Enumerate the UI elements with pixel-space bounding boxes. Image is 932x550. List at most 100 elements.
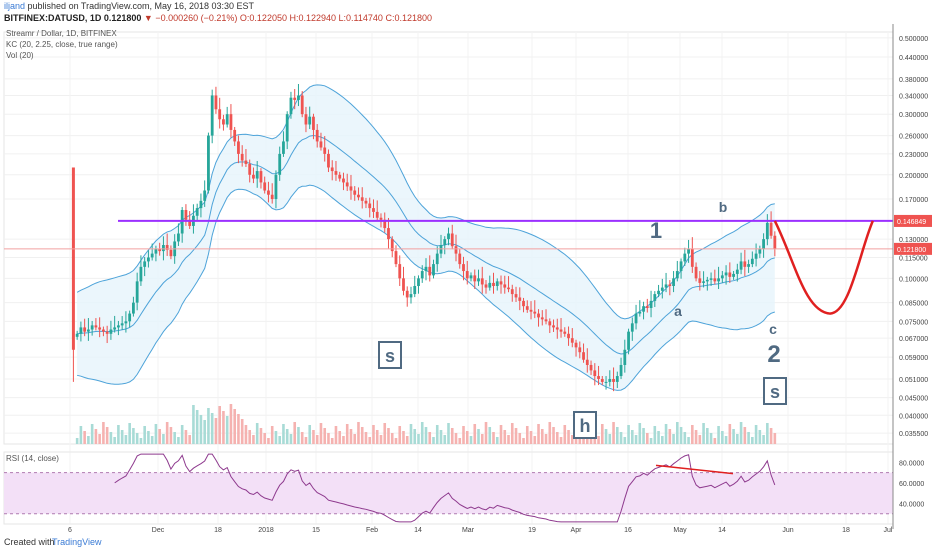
candle-body xyxy=(642,306,645,312)
volume-bar xyxy=(195,410,199,444)
volume-bar xyxy=(672,434,675,444)
candle-body xyxy=(563,331,567,334)
candle-body xyxy=(608,378,612,382)
candle-body xyxy=(319,141,323,148)
wave-a-label: a xyxy=(674,303,682,319)
candle-body xyxy=(297,95,300,100)
x-tick-label: 15 xyxy=(312,527,320,534)
volume-bar xyxy=(518,433,522,444)
y-tick-label: 0.115000 xyxy=(899,255,928,262)
candle-body xyxy=(323,147,327,154)
footer: Created with TradingView xyxy=(0,534,932,550)
level-price-text: 0.146849 xyxy=(897,219,926,226)
candle-body xyxy=(732,273,735,277)
volume-bar xyxy=(229,404,233,444)
candle-body xyxy=(503,284,507,288)
volume-bar xyxy=(739,422,743,444)
candle-body xyxy=(615,376,619,382)
x-tick-label: Apr xyxy=(571,527,583,534)
y-tick-label: 0.035500 xyxy=(899,431,928,438)
last-price: 0.121800 xyxy=(103,13,142,23)
projection-curve[interactable] xyxy=(773,220,874,315)
volume-bar xyxy=(143,426,146,444)
volume-bar xyxy=(499,425,503,444)
x-tick-label: 14 xyxy=(718,527,726,534)
volume-bar xyxy=(522,438,525,444)
candle-body xyxy=(462,264,465,272)
candle-body xyxy=(559,329,563,332)
rsi-tick-label: 80.0000 xyxy=(899,460,924,467)
box-s2-label-box xyxy=(763,377,787,405)
chart-header: iljand published on TradingView.com, May… xyxy=(0,0,932,24)
volume-bar xyxy=(743,427,747,444)
candle-body xyxy=(540,317,544,320)
y-tick-label: 0.059000 xyxy=(899,355,928,362)
candle-body xyxy=(237,141,240,154)
y-tick-label: 0.040000 xyxy=(899,413,928,420)
candle-body xyxy=(507,287,510,290)
candle-body xyxy=(177,233,180,242)
candle-body xyxy=(548,321,552,326)
candle-body xyxy=(240,153,244,161)
candle-body xyxy=(702,281,705,283)
volume-bar xyxy=(132,428,135,444)
last-price-text: 0.121800 xyxy=(897,247,926,254)
volume-bar xyxy=(413,429,417,444)
volume-bar xyxy=(732,429,735,444)
candle-body xyxy=(600,378,604,382)
wave-2-label: 2 xyxy=(767,341,780,368)
volume-bar xyxy=(435,425,439,444)
volume-bar xyxy=(631,430,634,444)
x-tick-label: Feb xyxy=(366,527,378,534)
volume-bar xyxy=(135,433,139,444)
volume-bar xyxy=(184,430,188,444)
volume-bar xyxy=(694,430,698,444)
volume-bar xyxy=(465,431,469,444)
last-price-tag xyxy=(894,242,932,255)
candle-body xyxy=(687,248,690,254)
legend-kc: KC (20, 2.25, close, true range) xyxy=(6,40,118,49)
volume-bar xyxy=(698,435,702,444)
candle-body xyxy=(492,282,495,287)
volume-bar xyxy=(113,437,116,444)
y-tick-label: 0.440000 xyxy=(899,55,928,62)
candle-body xyxy=(747,264,750,267)
volume-bar xyxy=(563,425,567,444)
ohlc-open: O:0.122050 xyxy=(239,13,287,23)
volume-bar xyxy=(87,436,90,444)
candle-body xyxy=(154,248,158,254)
candle-body xyxy=(473,275,477,282)
volume-bar xyxy=(736,434,739,444)
volume-bar xyxy=(94,429,98,444)
candle-body xyxy=(705,279,709,282)
volume-bar xyxy=(473,424,477,444)
volume-bar xyxy=(83,431,86,444)
candle-body xyxy=(627,331,630,350)
y-tick-label: 0.500000 xyxy=(899,36,928,43)
candle-body xyxy=(537,313,540,318)
candle-body xyxy=(334,171,338,175)
candle-body xyxy=(79,327,83,334)
candle-body xyxy=(630,323,634,332)
candle-body xyxy=(199,200,203,209)
tradingview-link[interactable]: TradingView xyxy=(52,537,102,547)
candle-body xyxy=(195,208,199,216)
author-link[interactable]: iljand xyxy=(4,1,26,11)
volume-bar xyxy=(188,435,191,444)
legend-vol: Vol (20) xyxy=(6,51,34,60)
price-chart[interactable]: 1 b a c 2 s h s 0.500000 0.440000 0.380000 0.34000… xyxy=(0,24,932,534)
candle-body xyxy=(570,338,574,343)
volume-bar xyxy=(597,436,600,444)
volume-bar xyxy=(540,429,544,444)
candle-body xyxy=(308,116,312,125)
volume-bar xyxy=(477,429,480,444)
box-h-label-box xyxy=(573,411,597,439)
candle-body xyxy=(394,251,398,265)
volume-bar xyxy=(218,406,221,444)
volume-bar xyxy=(537,424,540,444)
volume-bar xyxy=(150,436,154,444)
volume-bar xyxy=(754,425,758,444)
candle-body xyxy=(162,245,165,252)
candle-body xyxy=(769,222,773,236)
candle-body xyxy=(555,327,559,330)
